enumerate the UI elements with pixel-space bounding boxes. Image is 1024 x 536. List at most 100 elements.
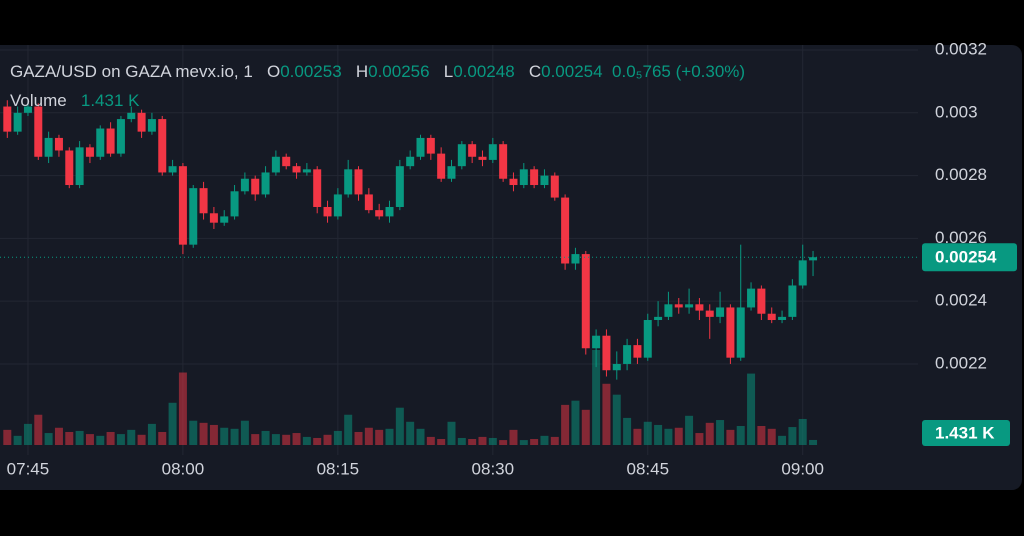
volume-bar [189,420,198,445]
candle-body [137,112,146,132]
volume-bar [447,421,456,445]
volume-bar [85,434,94,445]
volume-bar [437,439,446,445]
candle-body [757,288,766,314]
volume-bar [375,429,384,445]
volume-bar [178,372,187,445]
volume-bar [302,436,311,445]
candle-body [230,191,239,217]
candle-body [447,166,456,179]
candle-body [251,178,260,195]
candle-body [106,128,115,154]
volume-legend: Volume 1.431 K [10,91,139,111]
candle-body [282,156,291,167]
candle-body [189,188,198,245]
candle-body [571,254,580,264]
x-tick-label: 09:00 [781,459,824,478]
volume-bar [220,427,229,445]
x-tick-label: 07:45 [7,459,50,478]
volume-bar [158,431,167,445]
candle-body [178,166,187,245]
volume-bar [261,430,270,445]
candle-body [313,169,322,207]
y-tick-label: 0.003 [935,102,978,121]
x-tick-label: 08:15 [317,459,360,478]
volume-bar [695,433,704,445]
volume-bar [240,420,249,445]
candle-body [416,137,425,157]
volume-bar [333,430,342,445]
volume-bar [550,436,559,445]
candle-body [602,335,611,371]
volume-bar [612,394,621,445]
candle-body [623,345,632,364]
volume-bar [633,428,642,445]
volume-bar [685,415,694,445]
volume-bar [468,439,477,445]
volume-bar [230,428,239,445]
candle-body [747,288,756,308]
volume-bar [705,422,714,445]
volume-bar [426,436,435,445]
candle-body [406,156,415,167]
candle-body [561,197,570,264]
candle-body [54,137,63,151]
candle-body [395,166,404,207]
volume-bar [137,434,146,445]
candle-body [34,106,43,157]
volume-bar [416,428,425,445]
volume-bar [385,428,394,445]
candle-body [581,254,590,349]
x-tick-label: 08:30 [472,459,515,478]
candle-body [240,178,249,192]
volume-bar [3,429,12,445]
y-tick-label: 0.0026 [935,228,987,247]
change-pct: (+0.30%) [675,62,746,81]
volume-bar [168,402,177,445]
c-value: 0.00254 [541,62,603,81]
y-tick-label: 0.0032 [935,40,987,59]
volume-bar [96,435,105,445]
volume-bar [540,435,549,445]
volume-bar [406,421,415,445]
candle-body [292,166,301,173]
candle-body [478,156,487,160]
candle-body [550,175,559,198]
candle-body [65,150,74,186]
volume-bar [778,435,787,445]
candle-body [488,144,497,160]
o-letter: O [266,62,281,81]
candle-body [767,313,776,321]
volume-bar [788,427,797,445]
candle-body [664,304,673,317]
candle-body [519,169,528,186]
candle-body [716,307,725,317]
volume-bar [199,422,208,445]
volume-bar [282,434,291,445]
volume-bar [251,434,260,445]
volume-bar [13,435,22,445]
volume-bar [592,350,601,445]
volume-bar [736,426,745,445]
y-tick-label: 0.0022 [935,353,987,372]
h-letter: H [355,62,369,81]
volume-bar [209,424,218,445]
candle-body [509,178,518,186]
volume-bar [271,434,280,445]
volume-bar [654,424,663,445]
volume-bar [54,427,63,445]
candle-body [375,210,384,217]
candle-body [540,175,549,186]
symbol: GAZA/USD on GAZA mevx.io, 1 [10,62,253,81]
l-value: 0.00248 [453,62,515,81]
volume-bar [602,383,611,445]
o-value: 0.00253 [280,62,342,81]
chart-panel [0,45,1022,490]
volume-bar [488,437,497,445]
candle-body [468,144,477,157]
change: 0.0₅765 [612,62,671,81]
volume-bar [767,428,776,445]
volume-bar [127,429,136,445]
